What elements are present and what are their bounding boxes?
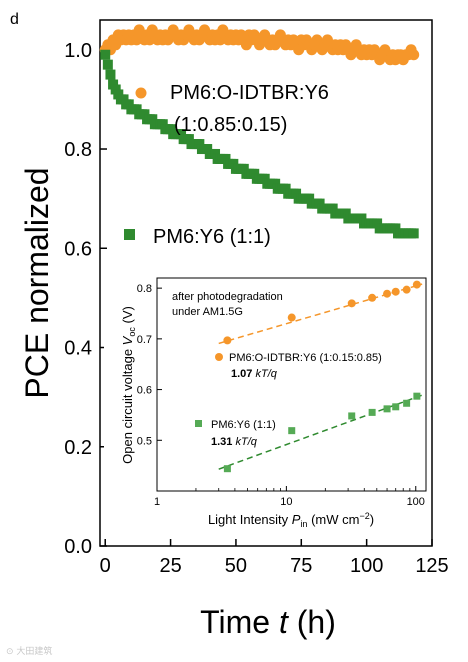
watermark: ⊙ 大田建筑 bbox=[6, 647, 53, 657]
inset-slope-orange-value: 1.07 bbox=[231, 368, 252, 380]
inset-point-green bbox=[288, 427, 296, 435]
main-point-orange bbox=[408, 49, 420, 61]
inset-legend-marker-green bbox=[195, 420, 202, 427]
main-plot-frame bbox=[99, 19, 433, 547]
main-series-orange bbox=[99, 24, 420, 66]
inset-point-orange bbox=[391, 287, 400, 296]
inset-point-orange bbox=[402, 285, 411, 294]
main-ytick-label: 0.4 bbox=[64, 338, 92, 360]
inset-ytick-label: 0.7 bbox=[137, 334, 152, 346]
inset-xtick-label: 1 bbox=[154, 496, 160, 508]
inset-legend-label-orange: PM6:O-IDTBR:Y6 (1:0.15:0.85) bbox=[229, 352, 382, 364]
main-ytick-label: 0.2 bbox=[64, 437, 92, 459]
main-point-green bbox=[408, 228, 419, 239]
main-xlabel-word: Time bbox=[200, 604, 279, 640]
inset-ylabel-unit: (V) bbox=[120, 306, 135, 327]
panel-label: d bbox=[10, 11, 19, 28]
inset-series-green bbox=[223, 392, 421, 473]
main-xtick-label: 25 bbox=[159, 555, 181, 577]
main-ytick-label: 0.8 bbox=[64, 139, 92, 161]
inset-point-orange bbox=[368, 293, 377, 302]
main-legend: PM6:O-IDTBR:Y6 (1:0.85:0.15) PM6:Y6 (1:1… bbox=[124, 82, 329, 248]
inset-point-orange bbox=[223, 336, 232, 345]
inset-point-orange bbox=[287, 313, 296, 322]
inset-series-orange bbox=[223, 280, 421, 345]
legend-marker-orange bbox=[135, 87, 147, 99]
inset-xlabel: Light Intensity Pin (mW cm−2) bbox=[208, 511, 374, 529]
legend-label-orange: PM6:O-IDTBR:Y6 bbox=[170, 82, 329, 104]
inset-background bbox=[104, 270, 430, 538]
inset-ylabel: Open circuit voltage Voc (V) bbox=[120, 306, 137, 464]
inset-chart: 1 10 100 0.5 0.6 0.7 0.8 after photodegradatio… bbox=[104, 270, 430, 538]
inset-legend-marker-orange bbox=[215, 353, 223, 361]
inset-xlabel-main: Light Intensity bbox=[208, 512, 292, 527]
main-ytick-label: 0.6 bbox=[64, 238, 92, 260]
main-ytick-label: 1.0 bbox=[64, 40, 92, 62]
legend-marker-green bbox=[124, 229, 135, 240]
inset-xlabel-sup: −2 bbox=[359, 511, 369, 521]
inset-point-green bbox=[368, 408, 376, 416]
inset-annotation: after photodegradation bbox=[172, 291, 283, 303]
inset-ylabel-var: V bbox=[120, 335, 135, 345]
inset-point-green bbox=[223, 465, 231, 473]
main-axis-ticks: 0 25 50 75 100 125 0.0 0.2 0.4 0.6 0.8 1.0 bbox=[64, 40, 449, 577]
inset-point-green bbox=[392, 403, 400, 411]
inset-ylabel-sub: oc bbox=[127, 327, 137, 337]
main-series-green bbox=[100, 49, 419, 239]
main-ylabel: PCE normalized bbox=[19, 167, 55, 398]
inset-point-orange bbox=[412, 280, 421, 289]
inset-ytick-label: 0.6 bbox=[137, 385, 152, 397]
main-xtick-label: 50 bbox=[225, 555, 247, 577]
legend-label-orange-ratio: (1:0.85:0.15) bbox=[174, 114, 287, 136]
inset-point-green bbox=[413, 392, 421, 400]
inset-slope-green: 1.31 kT/q bbox=[211, 436, 258, 448]
inset-point-green bbox=[403, 399, 411, 407]
inset-plot-frame bbox=[156, 277, 427, 492]
main-xtick-label: 0 bbox=[100, 555, 111, 577]
inset-xlabel-end: ) bbox=[370, 512, 374, 527]
inset-fit-orange bbox=[218, 283, 423, 345]
main-xtick-label: 75 bbox=[290, 555, 312, 577]
main-xlabel-unit: (h) bbox=[288, 604, 336, 640]
main-xlabel-var: t bbox=[279, 604, 289, 640]
inset-xtick-label: 100 bbox=[407, 496, 425, 508]
inset-ytick-label: 0.5 bbox=[137, 435, 152, 447]
inset-point-orange bbox=[347, 299, 356, 308]
main-point-green bbox=[100, 49, 111, 60]
inset-point-green bbox=[383, 405, 391, 413]
main-xtick-label: 100 bbox=[350, 555, 383, 577]
main-ytick-label: 0.0 bbox=[64, 536, 92, 558]
inset-xlabel-unit: (mW cm bbox=[307, 512, 359, 527]
main-xtick-label: 125 bbox=[415, 555, 448, 577]
main-xlabel: Time t (h) bbox=[200, 604, 336, 640]
inset-slope-green-value: 1.31 bbox=[211, 436, 232, 448]
inset-axis-ticks: 1 10 100 0.5 0.6 0.7 0.8 bbox=[137, 283, 425, 508]
inset-annotation-line2: under AM1.5G bbox=[172, 306, 243, 318]
inset-xtick-label: 10 bbox=[280, 496, 292, 508]
main-point-green bbox=[102, 59, 113, 70]
main-point-green bbox=[105, 69, 116, 80]
main-chart: 0 25 50 75 100 125 0.0 0.2 0.4 0.6 0.8 1.0 PM6:O-ID… bbox=[19, 19, 449, 640]
legend-label-green: PM6:Y6 (1:1) bbox=[153, 226, 271, 248]
inset-ytick-label: 0.8 bbox=[137, 283, 152, 295]
inset-ylabel-main: Open circuit voltage bbox=[120, 345, 135, 464]
inset-slope-orange: 1.07 kT/q bbox=[231, 368, 278, 380]
inset-slope-green-unit: kT/q bbox=[235, 436, 257, 448]
inset-xlabel-var: P bbox=[292, 512, 301, 527]
inset-xlabel-sub: in bbox=[300, 519, 307, 529]
inset-point-orange bbox=[383, 289, 392, 298]
inset-point-green bbox=[348, 412, 356, 420]
inset-legend-label-green: PM6:Y6 (1:1) bbox=[211, 419, 276, 431]
inset-slope-orange-unit: kT/q bbox=[255, 368, 277, 380]
